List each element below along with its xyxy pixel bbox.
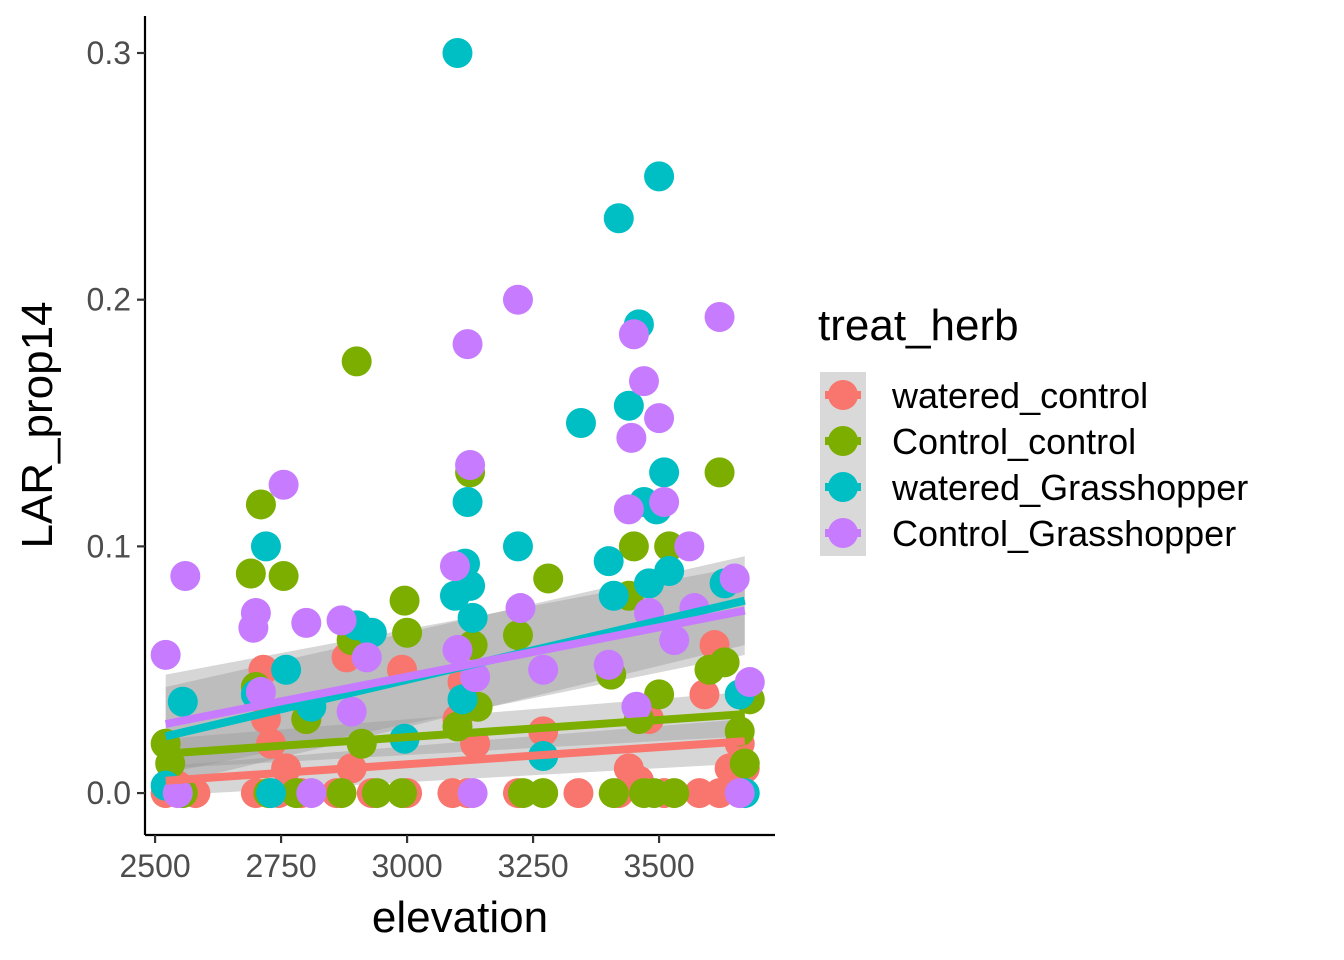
legend-label-control-control: Control_control	[892, 421, 1136, 462]
x-tick-label: 3500	[623, 848, 694, 884]
point-watered-grasshopper	[452, 486, 483, 517]
point-watered-grasshopper	[167, 686, 198, 717]
point-control-control	[326, 778, 357, 809]
point-control-grasshopper	[674, 531, 705, 562]
point-watered-grasshopper	[250, 531, 281, 562]
point-control-grasshopper	[162, 778, 193, 809]
point-control-control	[387, 778, 418, 809]
point-control-grasshopper	[240, 597, 271, 628]
y-ticks: 0.0 0.1 0.2 0.3	[87, 35, 145, 811]
point-control-control	[729, 748, 760, 779]
y-tick-label: 0.3	[87, 35, 131, 71]
point-watered-control	[689, 679, 720, 710]
y-tick-label: 0.1	[87, 528, 131, 564]
point-control-grasshopper	[439, 551, 470, 582]
y-tick-label: 0.0	[87, 775, 131, 811]
point-control-grasshopper	[326, 605, 357, 636]
point-control-grasshopper	[644, 403, 675, 434]
point-control-control	[598, 778, 629, 809]
point-control-grasshopper	[528, 654, 559, 685]
y-tick-label: 0.2	[87, 282, 131, 318]
point-control-control	[704, 457, 735, 488]
x-tick-label: 2500	[119, 848, 190, 884]
y-axis-title: LAR_prop14	[13, 301, 62, 548]
point-control-grasshopper	[649, 486, 680, 517]
point-control-control	[709, 647, 740, 678]
point-control-control	[268, 560, 299, 591]
point-watered-grasshopper	[442, 38, 473, 69]
legend: treat_herb watered_control Control_contro…	[818, 301, 1248, 556]
point-watered-grasshopper	[502, 531, 533, 562]
point-control-grasshopper	[452, 329, 483, 360]
trend-line-watered-control	[165, 737, 746, 785]
point-control-grasshopper	[170, 560, 201, 591]
point-watered-grasshopper	[644, 161, 675, 192]
axes	[143, 16, 775, 837]
legend-label-control-grasshopper: Control_Grasshopper	[892, 513, 1236, 554]
point-watered-control	[563, 778, 594, 809]
point-control-grasshopper	[724, 778, 755, 809]
point-control-grasshopper	[719, 563, 750, 594]
point-watered-grasshopper	[457, 602, 488, 633]
point-control-control	[235, 558, 266, 589]
x-ticks: 2500 2750 3000 3250 3500	[119, 835, 695, 884]
point-watered-grasshopper	[447, 684, 478, 715]
point-control-grasshopper	[734, 667, 765, 698]
point-watered-grasshopper	[603, 203, 634, 234]
trend-line-control-control	[165, 710, 746, 758]
point-watered-grasshopper	[271, 654, 302, 685]
trend-lines	[164, 596, 746, 785]
point-watered-grasshopper	[613, 390, 644, 421]
point-control-grasshopper	[455, 449, 486, 480]
point-control-control	[361, 778, 392, 809]
point-control-grasshopper	[704, 301, 735, 332]
point-control-grasshopper	[613, 494, 644, 525]
trend-line-control-grasshopper	[164, 606, 746, 728]
point-control-control	[528, 778, 559, 809]
point-control-grasshopper	[621, 691, 652, 722]
point-control-control	[502, 620, 533, 651]
point-control-grasshopper	[505, 593, 536, 624]
point-control-grasshopper	[351, 642, 382, 673]
legend-label-watered-control: watered_control	[891, 375, 1148, 416]
x-tick-label: 3000	[371, 848, 442, 884]
point-control-control	[618, 531, 649, 562]
point-control-grasshopper	[245, 676, 276, 707]
x-axis-title: elevation	[372, 893, 548, 942]
point-control-control	[659, 778, 690, 809]
point-watered-grasshopper	[593, 546, 624, 577]
point-watered-grasshopper	[256, 778, 286, 809]
point-control-grasshopper	[291, 607, 322, 638]
point-watered-grasshopper	[598, 580, 629, 611]
point-control-control	[392, 617, 423, 648]
point-control-grasshopper	[628, 366, 659, 397]
point-control-grasshopper	[442, 634, 473, 665]
point-control-grasshopper	[616, 422, 647, 453]
point-watered-grasshopper	[565, 408, 596, 439]
point-control-control	[341, 346, 372, 377]
point-control-control	[644, 679, 675, 710]
point-control-grasshopper	[150, 639, 181, 670]
point-control-grasshopper	[336, 696, 367, 727]
point-control-grasshopper	[502, 284, 533, 315]
point-control-grasshopper	[296, 778, 327, 809]
legend-label-watered-grasshopper: watered_Grasshopper	[891, 467, 1248, 508]
x-tick-label: 2750	[245, 848, 316, 884]
point-control-grasshopper	[659, 625, 690, 656]
point-watered-grasshopper	[649, 457, 680, 488]
point-control-grasshopper	[593, 649, 624, 680]
point-control-grasshopper	[268, 469, 299, 500]
x-tick-label: 3250	[497, 848, 568, 884]
legend-title: treat_herb	[818, 301, 1019, 350]
point-control-grasshopper	[457, 778, 488, 809]
point-control-grasshopper	[618, 319, 649, 350]
data-points	[150, 38, 765, 809]
point-control-control	[533, 563, 564, 594]
point-watered-grasshopper	[654, 556, 685, 587]
point-control-control	[389, 585, 420, 616]
point-watered-grasshopper	[356, 617, 387, 648]
point-control-control	[245, 489, 276, 520]
